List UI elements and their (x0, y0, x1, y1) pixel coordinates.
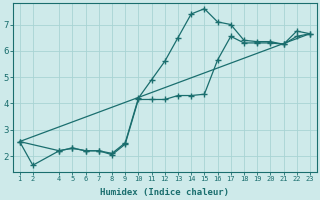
X-axis label: Humidex (Indice chaleur): Humidex (Indice chaleur) (100, 188, 229, 197)
